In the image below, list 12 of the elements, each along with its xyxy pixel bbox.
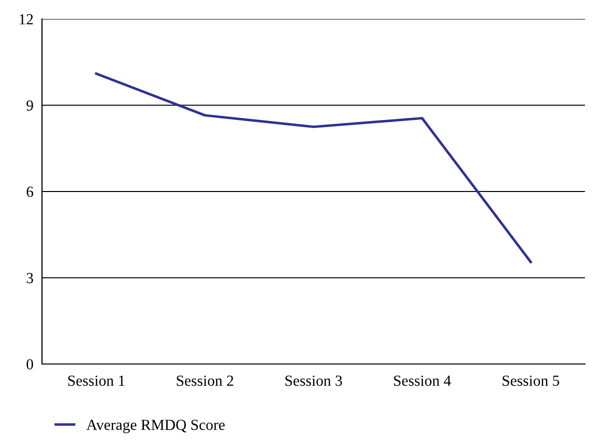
legend-label: Average RMDQ Score (86, 420, 225, 434)
y-tick-label: 12 (20, 14, 33, 24)
x-tick-label: Session 2 (176, 376, 234, 386)
y-tick-label: 0 (26, 359, 34, 370)
y-tick-label: 6 (26, 186, 34, 197)
y-tick-label: 9 (26, 100, 34, 111)
y-tick-label: 3 (26, 272, 34, 284)
x-tick-label: Session 1 (68, 376, 124, 386)
x-tick-label: Session 5 (502, 376, 560, 386)
line-series (95, 72, 532, 264)
x-tick-label: Session 4 (394, 376, 451, 386)
x-tick-label: Session 3 (285, 376, 342, 386)
